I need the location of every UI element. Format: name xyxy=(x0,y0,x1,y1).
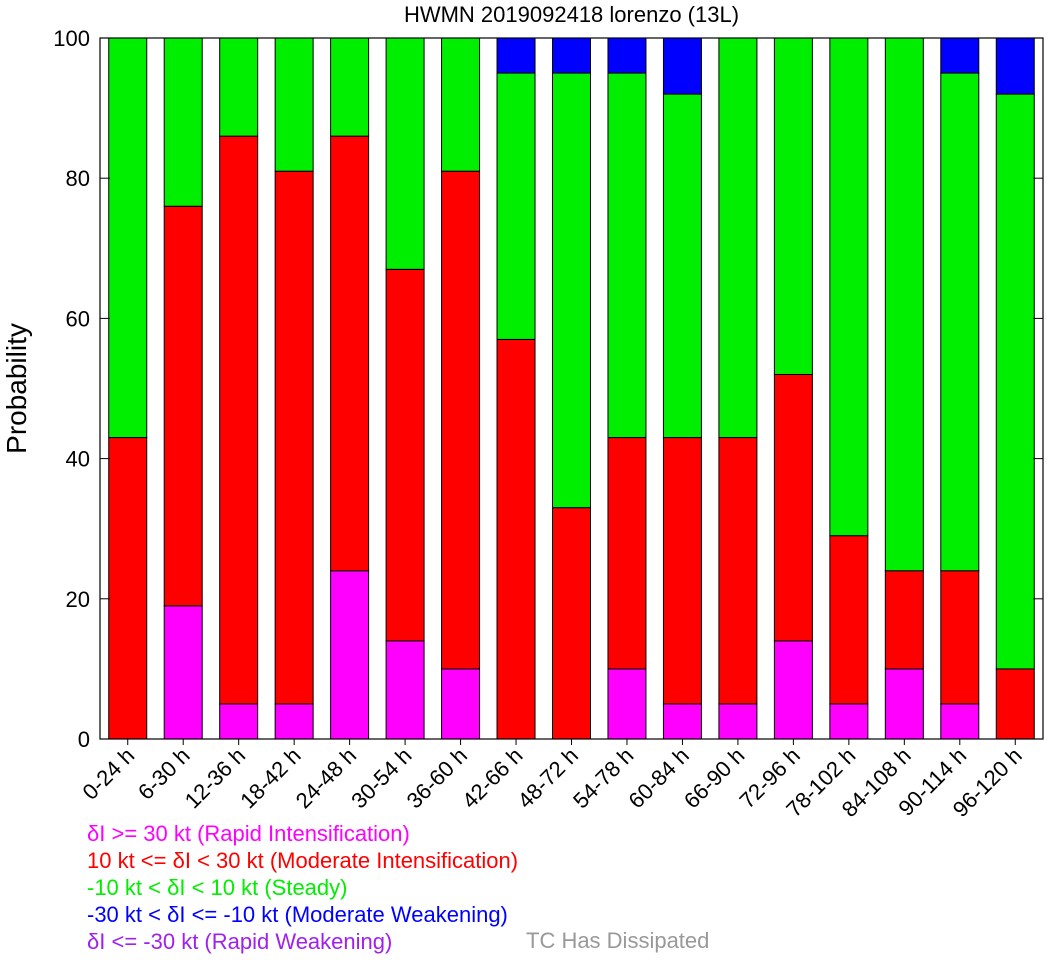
legend-moderate-intensification: 10 kt <= δI < 30 kt (Moderate Intensific… xyxy=(87,848,519,873)
x-tick-label: 60-84 h xyxy=(624,743,694,813)
bar-segment xyxy=(940,703,980,740)
bar-segment xyxy=(662,37,702,95)
bar-segment xyxy=(219,135,259,705)
bar-segment xyxy=(607,37,647,74)
bar-segment xyxy=(773,37,813,375)
bar-segment xyxy=(330,570,370,740)
bar-segment xyxy=(940,37,980,74)
bar-segment xyxy=(219,703,259,740)
legend-moderate-weakening: -30 kt < δI <= -10 kt (Moderate Weakenin… xyxy=(87,902,508,927)
bar-segment xyxy=(330,37,370,137)
bar-segment xyxy=(607,668,647,740)
bar-segment xyxy=(385,268,425,642)
bar-segment xyxy=(607,72,647,439)
bar-segment xyxy=(829,535,869,705)
bar-segment xyxy=(662,93,702,439)
bar-segment xyxy=(441,37,481,172)
x-tick-label: 18-42 h xyxy=(235,743,305,813)
bar-segment xyxy=(829,703,869,740)
bar-segment xyxy=(385,640,425,740)
bar-segment xyxy=(441,170,481,670)
x-tick-label: 24-48 h xyxy=(291,743,361,813)
bar-segment xyxy=(552,37,591,74)
y-tick-label: 60 xyxy=(66,306,90,331)
bar-segment xyxy=(773,373,813,642)
y-tick-label: 20 xyxy=(66,587,90,612)
x-tick-label: 36-60 h xyxy=(402,743,472,813)
bar-segment xyxy=(718,37,758,439)
bar-segment xyxy=(940,570,980,705)
x-tick-label: 0-24 h xyxy=(77,743,139,805)
y-tick-label: 80 xyxy=(66,166,90,191)
bar-segment xyxy=(995,668,1035,740)
bar-segment xyxy=(718,703,758,740)
bar-segment xyxy=(496,37,536,74)
bar-segment xyxy=(662,437,702,705)
bar-segment xyxy=(163,37,203,207)
bar-segment xyxy=(108,437,148,740)
bar-segment xyxy=(441,668,481,740)
bar-segment xyxy=(219,37,259,137)
bar-segment xyxy=(108,37,148,439)
x-tick-label: 42-66 h xyxy=(457,743,527,813)
bar-segment xyxy=(884,570,924,670)
bar-segment xyxy=(552,507,591,740)
x-tick-label: 12-36 h xyxy=(180,743,250,813)
x-tick-label: 30-54 h xyxy=(346,743,416,813)
bar-segment xyxy=(274,703,314,740)
bar-segment xyxy=(607,437,647,670)
x-tick-label: 54-78 h xyxy=(568,743,638,813)
chart-title: HWMN 2019092418 lorenzo (13L) xyxy=(404,2,739,27)
bar-segment xyxy=(773,640,813,740)
x-tick-label: 48-72 h xyxy=(513,743,583,813)
legend-rapid-intensification: δI >= 30 kt (Rapid Intensification) xyxy=(87,821,410,846)
y-tick-label: 100 xyxy=(53,26,90,51)
bar-segment xyxy=(274,37,314,172)
plot-frame xyxy=(99,37,1044,740)
bar-segment xyxy=(940,72,980,572)
legend: δI >= 30 kt (Rapid Intensification) 10 k… xyxy=(87,820,518,955)
y-tick-label: 40 xyxy=(66,447,90,472)
bar-segment xyxy=(884,668,924,740)
bar-segment xyxy=(995,37,1035,95)
bar-segment xyxy=(163,205,203,607)
y-axis-label: Probability xyxy=(1,323,32,454)
bar-segment xyxy=(552,72,591,509)
bar-segment xyxy=(718,437,758,705)
bar-segment xyxy=(829,37,869,537)
x-tick-label: 66-90 h xyxy=(679,743,749,813)
bar-segment xyxy=(884,37,924,572)
bar-segment xyxy=(995,93,1035,670)
bar-segment xyxy=(385,37,425,270)
bar-segment xyxy=(496,338,536,740)
bar-segment xyxy=(330,135,370,572)
bar-segment xyxy=(496,72,536,340)
legend-steady: -10 kt < δI < 10 kt (Steady) xyxy=(87,875,348,900)
bar-segment xyxy=(662,703,702,740)
y-tick-label: 0 xyxy=(78,727,90,752)
bar-segment xyxy=(163,605,203,740)
chart-svg: HWMN 2019092418 lorenzo (13L)0-24 h6-30 … xyxy=(1,2,1044,822)
legend-dissipated: TC Has Dissipated xyxy=(526,928,710,953)
chart: HWMN 2019092418 lorenzo (13L) 0-24 h 6-30 … xyxy=(1,2,1044,822)
legend-rapid-weakening: δI <= -30 kt (Rapid Weakening) xyxy=(87,929,393,954)
bar-segment xyxy=(274,170,314,705)
